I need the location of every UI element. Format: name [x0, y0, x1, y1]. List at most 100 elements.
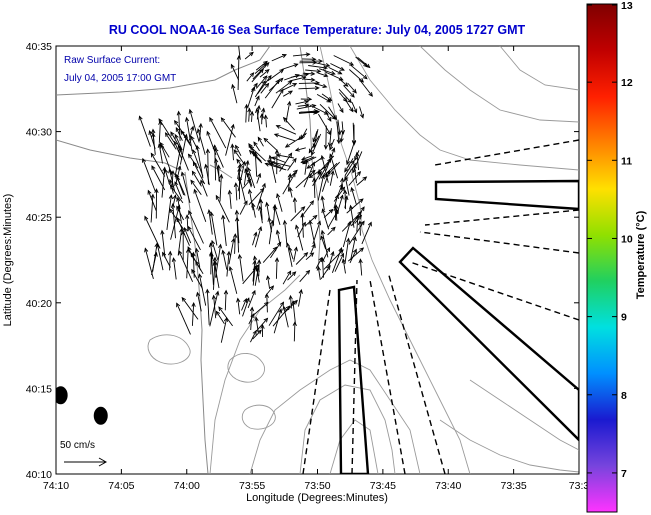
current-vector [333, 55, 355, 66]
current-vector [350, 186, 357, 205]
y-tick-label: 40:20 [26, 298, 52, 310]
current-vector [164, 132, 177, 150]
map-content [56, 46, 579, 474]
current-vector [247, 107, 252, 122]
current-vector [197, 273, 207, 306]
current-vector [298, 85, 320, 91]
current-vector [328, 66, 343, 75]
current-vector [187, 246, 195, 261]
current-vector [150, 193, 155, 223]
current-vector [282, 219, 288, 245]
current-vector [191, 268, 203, 289]
y-axis: 40:35 40:30 40:25 40:20 40:15 40:10 [26, 41, 579, 481]
current-vector [338, 88, 352, 104]
current-vector [258, 205, 263, 224]
current-vector [187, 225, 201, 251]
current-vector [176, 205, 185, 221]
current-vector [336, 121, 341, 145]
current-vector [300, 110, 319, 115]
current-vector [254, 225, 263, 248]
current-vector [282, 116, 295, 131]
current-vector [168, 250, 173, 271]
current-vector [298, 288, 303, 307]
current-vector [247, 289, 256, 309]
current-vector [265, 201, 271, 220]
current-vector [254, 95, 260, 107]
current-vector [154, 188, 159, 219]
current-vector [287, 271, 297, 281]
current-vector [272, 305, 291, 327]
current-vectors [138, 46, 373, 343]
current-vector [205, 288, 210, 325]
current-vector [301, 155, 312, 161]
current-vector [265, 275, 271, 289]
current-vector [236, 297, 241, 315]
current-vector [234, 209, 240, 244]
current-vector [195, 260, 204, 275]
current-vector [267, 216, 273, 233]
colorbar [586, 3, 618, 513]
current-vector [206, 130, 217, 155]
x-tick-label: 73:55 [239, 480, 265, 492]
current-vector [169, 208, 185, 231]
current-vector [346, 198, 364, 214]
current-vector [176, 196, 182, 224]
current-vector [262, 246, 278, 263]
current-vector [334, 204, 339, 221]
current-vector [254, 80, 266, 98]
x-tick-label: 74:10 [43, 480, 69, 492]
current-vector [188, 210, 204, 244]
current-vector [188, 108, 200, 143]
current-vector [317, 72, 329, 78]
scale-arrow [64, 457, 108, 467]
colorbar-tick-label: 11 [621, 155, 632, 167]
current-vector [359, 106, 365, 119]
current-vector [227, 189, 232, 209]
current-vector [290, 206, 306, 222]
colorbar-tick-label: 7 [621, 468, 627, 480]
current-vector [256, 182, 266, 210]
current-vector [297, 221, 306, 238]
current-vector [273, 133, 296, 142]
y-axis-label: Latitude (Degrees:Minutes) [2, 194, 14, 327]
current-vector [175, 126, 183, 141]
current-vector [161, 166, 167, 198]
current-vector [239, 200, 248, 215]
current-vector [252, 61, 270, 80]
current-vector [348, 247, 365, 262]
current-vector [300, 212, 305, 238]
current-vector [327, 226, 336, 236]
current-vector [305, 69, 322, 74]
current-vector [321, 208, 330, 230]
stations [56, 386, 108, 425]
current-vector [271, 88, 284, 109]
current-vector [231, 83, 238, 104]
current-vector [300, 156, 315, 164]
current-vector [267, 68, 285, 82]
current-vector [256, 104, 261, 120]
current-vector [297, 132, 307, 141]
bathymetry-contours [147, 46, 579, 474]
current-vector [238, 46, 241, 59]
current-vector [252, 329, 262, 340]
current-vector [207, 209, 213, 235]
current-vector [343, 97, 354, 113]
current-vector [350, 64, 368, 80]
current-vector [219, 173, 224, 202]
current-vector [268, 162, 284, 169]
current-vector [324, 71, 344, 81]
current-vector [263, 114, 268, 128]
current-vector [330, 63, 345, 71]
current-vector [261, 107, 266, 120]
current-vector [172, 194, 177, 210]
colorbar-ticks: 13 12 11 10 9 8 7 [587, 0, 633, 480]
current-vector [334, 252, 344, 272]
current-vector [259, 69, 270, 78]
station-2 [93, 406, 108, 425]
current-vector [176, 175, 185, 196]
current-vector [230, 143, 235, 161]
current-vector [221, 249, 228, 270]
current-vector [141, 157, 156, 192]
current-vector [299, 269, 311, 283]
current-vector [285, 242, 293, 267]
